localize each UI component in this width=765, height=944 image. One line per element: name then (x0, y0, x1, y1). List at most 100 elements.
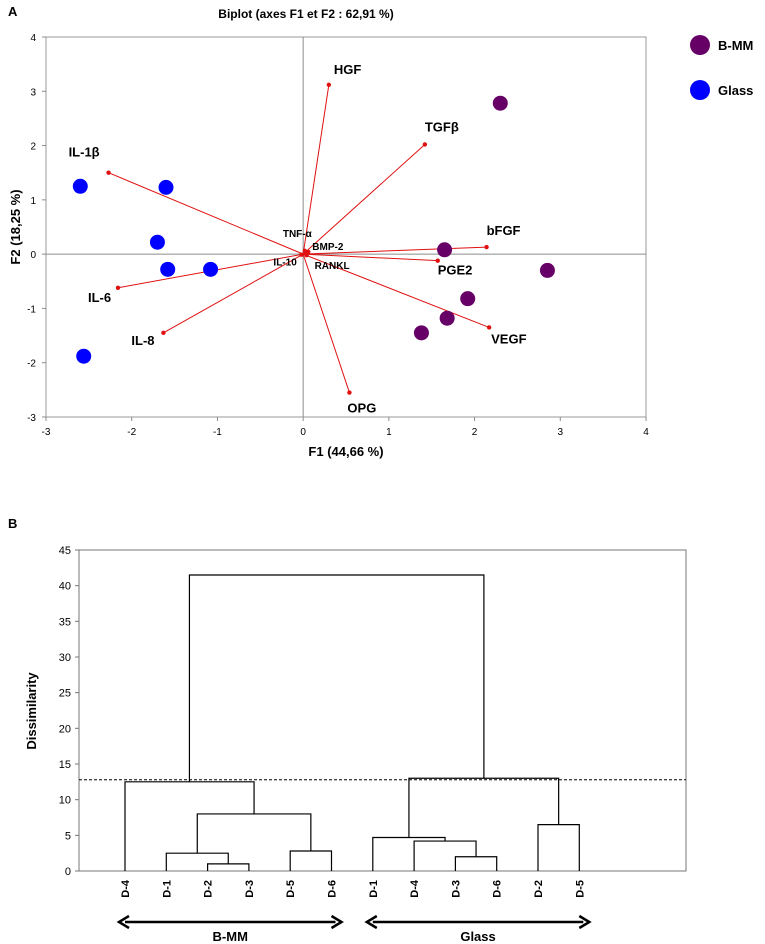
dendrogram-leaf-label: D-2 (533, 880, 545, 898)
dendrogram-leaf-label: D-4 (120, 879, 132, 898)
dendrogram-leaf-label: D-3 (244, 880, 256, 898)
vector-tip-opg (347, 390, 352, 395)
legend-marker-glass (690, 80, 710, 100)
biplot-x-tick-label: 0 (300, 427, 306, 438)
dendrogram-link (196, 813, 312, 854)
dendrogram-y-tick-label: 25 (59, 688, 71, 700)
dendrogram-leaf-label: D-2 (203, 880, 215, 898)
legend-marker-b-mm (690, 35, 710, 55)
biplot-x-tick-label: 2 (472, 427, 478, 438)
vector-tip-pge2 (435, 258, 440, 263)
biplot-x-tick-label: 4 (643, 427, 649, 438)
dendrogram-y-tick-label: 40 (59, 581, 71, 593)
dendrogram-link (289, 850, 333, 871)
point-glass (158, 179, 174, 195)
group-label-glass: Glass (460, 929, 495, 944)
vector-vegf (302, 253, 490, 328)
biplot-y-tick-label: 4 (30, 33, 36, 44)
dendrogram-leaf-label: D-4 (409, 879, 421, 898)
dendrogram-leaf-labels: D-4 D-1 D-2 D-3 D-5 D-6 D-1 D-4 D-3 D-6 D-2 D-5 (120, 879, 586, 898)
point-glass (149, 234, 165, 250)
dendrogram-y-tick-label: 5 (65, 830, 71, 842)
dendrogram-y-tick-label: 35 (59, 616, 71, 628)
dendrogram-leaf-label: D-5 (285, 880, 297, 898)
group-arrow-left-head-b-mm (116, 914, 130, 930)
panel-b-label: B (8, 516, 17, 531)
biplot-y-tick-label: -1 (27, 304, 36, 315)
vector-tip-il-8 (161, 330, 166, 336)
biplot-y-axis-label: F2 (18,25 %) (8, 189, 23, 264)
biplot-y-tick-label: -2 (27, 359, 36, 370)
biplot-x-tick-label: 1 (386, 427, 392, 438)
vector-tip-il-1- (106, 170, 111, 175)
point-b-mm (413, 325, 429, 341)
vector-hgf (302, 84, 330, 255)
biplot-x-tick-label: -1 (213, 427, 222, 438)
point-b-mm (437, 242, 453, 258)
biplot-x-tick-label: 3 (558, 427, 564, 438)
point-b-mm (439, 310, 455, 326)
point-b-mm (460, 291, 476, 307)
biplot-y-tick-label: 3 (30, 87, 36, 98)
vector-label-tgf-: TGFβ (425, 119, 459, 134)
biplot-x-axis-label: F1 (44,66 %) (308, 444, 383, 459)
dendrogram-link (124, 781, 255, 871)
vector-bfgf (303, 246, 487, 255)
biplot-title: Biplot (axes F1 et F2 : 62,91 %) (218, 7, 393, 21)
group-arrow-left-head-glass (364, 914, 378, 930)
biplot-y-tick-label: -3 (27, 413, 36, 424)
point-glass (203, 261, 219, 277)
vector-label-il-8: IL-8 (131, 333, 154, 348)
dendrogram-group-arrows: B-MM Glass (116, 914, 592, 944)
panel-a-label: A (8, 4, 18, 19)
vector-pge2 (303, 253, 438, 262)
vector-label-bmp-2: BMP-2 (312, 242, 344, 253)
dendrogram-y-axis-label: Dissimilarity (24, 672, 39, 750)
dendrogram-leaf-label: D-5 (574, 880, 586, 898)
biplot-vectors: HGF TGFβ IL-1β bFGF PGE2 VEGF OPG IL-6 IL-8 TNF-α… (69, 62, 527, 416)
biplot-legend: B-MM Glass (690, 35, 753, 100)
group-arrow-right-head-b-mm (330, 914, 344, 930)
dendrogram-y-tick-label: 0 (65, 866, 71, 878)
vector-label-pge2: PGE2 (438, 263, 473, 278)
dendrogram-link (408, 777, 560, 838)
dendrogram-link (188, 574, 485, 782)
dendrogram-leaf-label: D-6 (492, 880, 504, 898)
biplot-points (72, 95, 555, 364)
point-glass (72, 178, 88, 194)
biplot-y-tick-label: 0 (30, 250, 36, 261)
point-glass (76, 348, 92, 364)
biplot-y-tick-label: 2 (30, 142, 36, 153)
vector-tip-bfgf (484, 244, 489, 250)
biplot-x-tick-label: -2 (127, 427, 136, 438)
vector-tgf- (302, 144, 426, 255)
group-arrow-right-head-glass (578, 914, 592, 930)
vector-label-rankl: RANKL (315, 261, 350, 272)
dendrogram-leaf-label: D-6 (327, 880, 339, 898)
biplot-x-tick-label: -3 (42, 427, 51, 438)
point-glass (160, 261, 176, 277)
vector-label-hgf: HGF (334, 62, 362, 77)
dendrogram-y-tick-label: 20 (59, 723, 71, 735)
vector-tip-rankl (304, 253, 309, 258)
vector-opg (302, 253, 350, 393)
dendrogram-link (372, 836, 446, 871)
dendrogram-y-tick-label: 10 (59, 795, 71, 807)
vector-tip-vegf (486, 325, 492, 330)
vector-tip-il-6 (115, 285, 121, 290)
legend-label-b-mm: B-MM (718, 38, 753, 53)
dendrogram-y-tick-label: 45 (59, 545, 71, 557)
dendrogram-plot-area (78, 549, 687, 872)
legend-label-glass: Glass (718, 83, 753, 98)
dendrogram-link (454, 856, 498, 871)
vector-tip-tgf- (422, 142, 428, 147)
dendrogram-link (207, 863, 250, 871)
vector-il-8 (163, 253, 304, 334)
dendrogram-y-tick-label: 30 (59, 652, 71, 664)
dendrogram-links (124, 574, 580, 871)
vector-label-tnf-: TNF-α (283, 229, 313, 240)
biplot-zero-lines (46, 37, 646, 417)
vector-tip-tnf- (302, 248, 308, 254)
point-b-mm (492, 95, 508, 111)
